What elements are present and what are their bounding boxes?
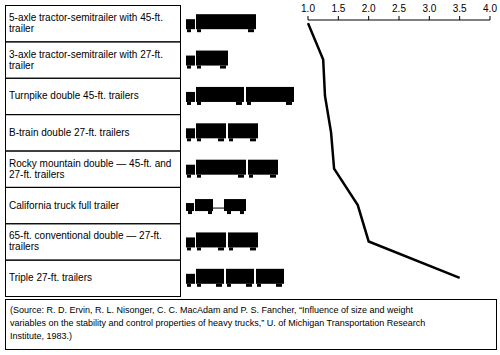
category-label: Triple 27-ft. trailers — [9, 260, 176, 296]
x-tick-label: 2.0 — [362, 3, 376, 14]
source-note: Institute, 1983.) — [10, 331, 72, 342]
x-tick — [459, 16, 460, 20]
category-label: 65-ft. conventional double — 27-ft. trai… — [9, 223, 176, 259]
x-tick — [338, 16, 339, 20]
data-line — [308, 23, 460, 278]
source-note: (Source: R. D. Ervin, R. L. Nisonger, C.… — [10, 305, 413, 316]
label-box — [6, 187, 181, 223]
label-box — [6, 224, 181, 260]
category-label: California truck full trailer — [9, 187, 176, 223]
x-tick — [429, 16, 430, 20]
source-box — [6, 300, 497, 350]
label-box — [6, 151, 181, 187]
label-box — [6, 115, 181, 151]
category-label: 5-axle tractor-semitrailer with 45-ft. t… — [9, 5, 176, 41]
label-box — [6, 6, 181, 42]
x-tick — [399, 16, 400, 20]
x-tick — [490, 16, 491, 20]
plot-area — [308, 23, 460, 278]
category-label: 3-axle tractor-semitrailer with 27-ft. t… — [9, 41, 176, 77]
x-tick-label: 1.5 — [331, 3, 345, 14]
category-label: Turnpike double 45-ft. trailers — [9, 78, 176, 114]
truck-icon — [186, 51, 228, 69]
label-box — [6, 42, 181, 78]
truck-icon — [186, 232, 258, 250]
x-tick-label: 1.0 — [301, 3, 315, 14]
truck-icon — [186, 14, 256, 32]
truck-icon — [186, 123, 258, 141]
x-tick — [368, 16, 369, 20]
category-label: B-train double 27-ft. trailers — [9, 114, 176, 150]
truck-icon — [186, 269, 284, 287]
chart-root: 5-axle tractor-semitrailer with 45-ft. t… — [0, 0, 500, 355]
x-tick — [308, 16, 309, 20]
x-tick-label: 3.5 — [453, 3, 467, 14]
x-tick-label: 3.0 — [422, 3, 436, 14]
label-box — [6, 260, 181, 296]
truck-icon — [186, 87, 294, 105]
truck-icon — [186, 160, 278, 178]
label-box — [6, 78, 181, 114]
category-label: Rocky mountain double — 45-ft. and 27-ft… — [9, 151, 176, 187]
x-tick-label: 2.5 — [392, 3, 406, 14]
truck-icon — [186, 199, 246, 214]
x-tick-label: 4.0 — [483, 3, 497, 14]
source-note: variables on the stability and control p… — [10, 318, 425, 329]
